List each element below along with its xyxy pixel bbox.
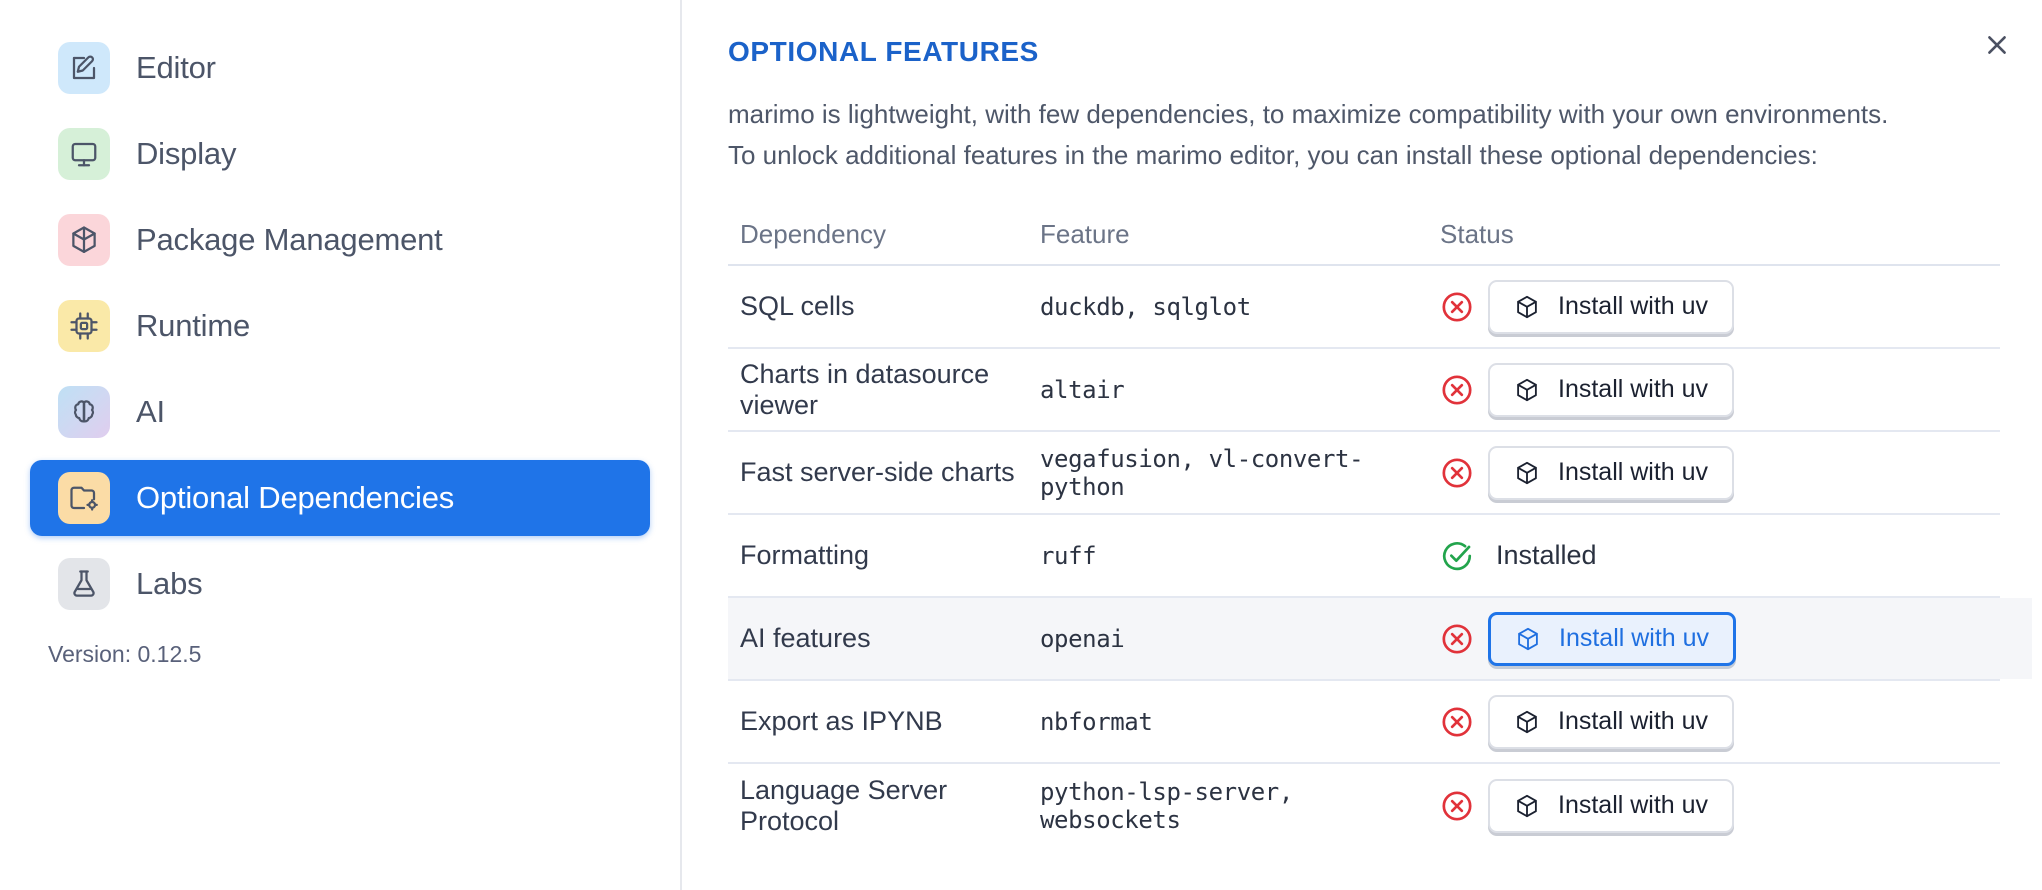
sidebar-item-labs[interactable]: Labs [30,546,650,622]
x-circle-icon [1440,789,1474,823]
install-button-label: Install with uv [1558,791,1709,819]
monitor-icon [58,128,110,180]
package-box-icon [58,214,110,266]
flask-icon [58,558,110,610]
feature-packages: nbformat [1040,707,1153,736]
status-cell: Installed [1440,539,2000,573]
dependency-name: Charts in datasource viewer [740,358,990,420]
status-cell: Install with uv [1440,362,2000,417]
brain-icon [58,386,110,438]
installed-status-label: Installed [1496,540,1597,570]
dependency-name: SQL cells [740,291,855,321]
package-box-icon [1514,709,1540,735]
package-box-icon [1514,294,1540,320]
intro-line-1: marimo is lightweight, with few dependen… [728,99,1889,129]
settings-sidebar: Editor Display Package Management Runtime AI… [0,0,682,890]
dependency-name: Formatting [740,540,870,570]
sidebar-item-label: Editor [136,50,216,85]
sidebar-item-label: Optional Dependencies [136,480,455,515]
install-with-uv-button[interactable]: Install with uv [1488,611,1737,666]
package-box-icon [1514,460,1540,486]
table-row: Charts in datasource viewer altair Install… [728,349,2000,432]
table-row: Fast server-side charts vegafusion, vl-co… [728,432,2000,515]
install-button-label: Install with uv [1558,707,1709,735]
install-with-uv-button[interactable]: Install with uv [1488,279,1735,334]
package-box-icon [1515,626,1541,652]
feature-packages: duckdb, sqlglot [1040,292,1251,321]
status-cell: Install with uv [1440,445,2000,500]
version-label: Version: 0.12.5 [48,641,202,667]
feature-packages: openai [1040,624,1125,653]
sidebar-nav: Editor Display Package Management Runtime AI… [0,30,680,622]
package-box-icon [1514,377,1540,403]
sidebar-item-label: Labs [136,566,203,601]
intro-paragraph: marimo is lightweight, with few dependen… [728,94,1998,176]
sidebar-item-editor[interactable]: Editor [30,30,650,106]
package-box-icon [1514,793,1540,819]
check-circle-icon [1440,539,1474,573]
status-cell: Install with uv [1440,778,2000,833]
column-header-status: Status [1440,218,1514,249]
x-circle-icon [1440,290,1474,324]
feature-packages: altair [1040,375,1125,404]
sidebar-item-runtime[interactable]: Runtime [30,288,650,364]
optional-dependencies-table: Dependency Feature Status SQL cells duckdb, … [728,204,2032,847]
x-circle-icon [1440,622,1474,656]
table-row: Language Server Protocol python-lsp-serve… [728,764,2000,847]
column-header-dependency: Dependency [740,218,886,249]
table-row: SQL cells duckdb, sqlglot Install with uv [728,266,2000,349]
dependency-name: Export as IPYNB [740,706,943,736]
sidebar-item-ai[interactable]: AI [30,374,650,450]
feature-packages: vegafusion, vl-convert-python [1040,444,1364,501]
install-with-uv-button[interactable]: Install with uv [1488,778,1735,833]
sidebar-item-package-management[interactable]: Package Management [30,202,650,278]
settings-main-panel: OPTIONAL FEATURES marimo is lightweight,… [682,0,2042,890]
sidebar-item-label: Runtime [136,308,251,343]
table-row: Export as IPYNB nbformat Install with uv [728,681,2000,764]
install-with-uv-button[interactable]: Install with uv [1488,694,1735,749]
status-cell: Install with uv [1440,694,2000,749]
sidebar-item-display[interactable]: Display [30,116,650,192]
table-row: AI features openai Install with uv [728,598,2032,681]
status-cell: Install with uv [1440,279,2000,334]
sidebar-item-label: AI [136,394,165,429]
install-button-label: Install with uv [1559,624,1710,652]
status-cell: Install with uv [1440,611,2000,666]
x-circle-icon [1440,456,1474,490]
install-with-uv-button[interactable]: Install with uv [1488,445,1735,500]
feature-packages: python-lsp-server, websockets [1040,777,1293,834]
table-header-row: Dependency Feature Status [728,204,2000,266]
folder-cog-icon [58,472,110,524]
x-circle-icon [1440,373,1474,407]
close-icon[interactable] [1974,22,2020,68]
sidebar-item-label: Package Management [136,222,443,257]
install-button-label: Install with uv [1558,292,1709,320]
table-row: Formatting ruff Installed [728,515,2000,598]
install-button-label: Install with uv [1558,375,1709,403]
column-header-feature: Feature [1040,218,1130,249]
dependency-name: AI features [740,623,871,653]
dependency-name: Fast server-side charts [740,457,1015,487]
sidebar-item-label: Display [136,136,237,171]
section-title: OPTIONAL FEATURES [728,36,1039,67]
install-with-uv-button[interactable]: Install with uv [1488,362,1735,417]
x-circle-icon [1440,705,1474,739]
dependency-name: Language Server Protocol [740,774,948,836]
install-button-label: Install with uv [1558,458,1709,486]
feature-packages: ruff [1040,541,1097,570]
sidebar-item-optional-dependencies[interactable]: Optional Dependencies [30,460,650,536]
intro-line-2: To unlock additional features in the mar… [728,140,1818,170]
cpu-chip-icon [58,300,110,352]
edit-square-icon [58,42,110,94]
